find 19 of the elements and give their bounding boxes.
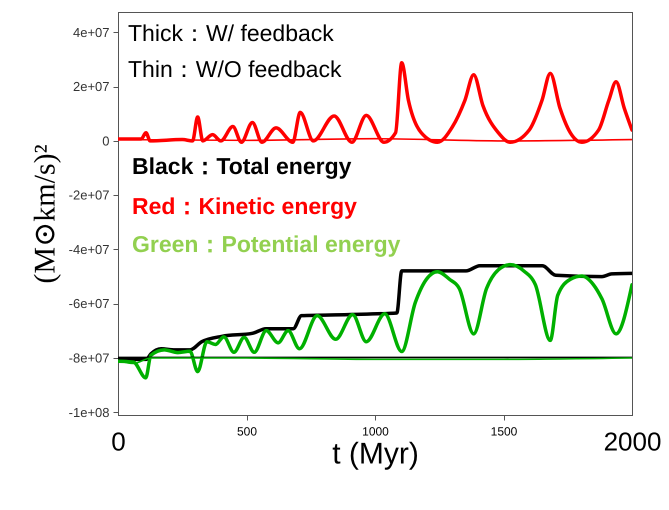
y-tick-label: -8e+07 <box>68 350 110 366</box>
annotation: Thick：W/ feedback <box>128 20 334 46</box>
y-tick-label: -4e+07 <box>68 242 110 257</box>
y-tick-label: -6e+07 <box>68 296 110 312</box>
x-tick-label: 500 <box>236 424 258 438</box>
annotation: Thin：W/O feedback <box>128 56 342 82</box>
y-tick-label: 4e+07 <box>72 24 110 40</box>
y-tick-label: 0 <box>102 133 110 148</box>
annotation: Green：Potential energy <box>132 231 401 257</box>
y-tick-label: -1e+08 <box>68 404 110 420</box>
y-tick-label: 2e+07 <box>72 79 110 94</box>
annotation: Red：Kinetic energy <box>132 193 358 219</box>
x-tick-label: 1000 <box>362 424 390 438</box>
y-tick-label: -2e+07 <box>68 188 110 203</box>
x2-tick-label: 2000 <box>604 426 662 456</box>
y-axis-title: (M⊙km/s)² <box>28 144 62 284</box>
x-tick-label: 1500 <box>490 424 518 438</box>
x-axis-title: t (Myr) <box>332 438 419 470</box>
annotation: Black：Total energy <box>132 153 352 179</box>
